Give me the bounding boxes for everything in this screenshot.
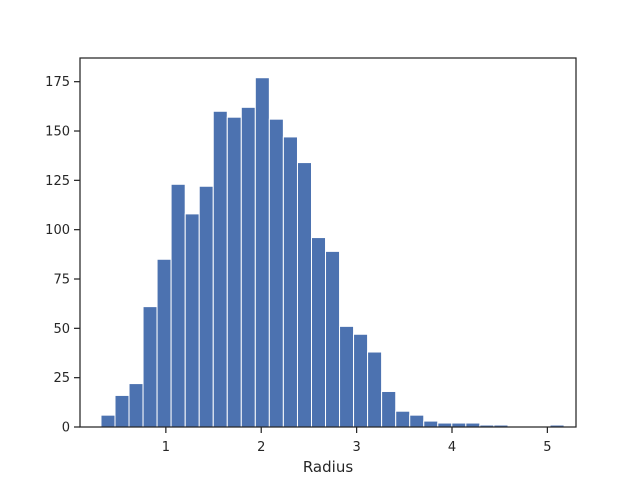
x-axis-label: Radius <box>303 458 353 476</box>
y-axis-ticks: 0 25 50 75 100 125 150 175 <box>45 75 80 436</box>
histogram-bar <box>325 250 341 428</box>
plot-area-frame <box>79 57 577 428</box>
histogram-bar <box>184 213 200 428</box>
histogram-bar <box>409 414 425 428</box>
histogram-bar <box>198 185 214 428</box>
histogram-bar <box>423 420 439 428</box>
histogram-bar <box>381 390 397 428</box>
histogram-bar <box>395 410 411 428</box>
histogram-bar <box>254 77 270 428</box>
histogram-bar <box>170 183 186 428</box>
histogram-bar <box>100 414 116 428</box>
histogram-bar <box>212 110 228 428</box>
y-tick-label: 100 <box>45 223 70 238</box>
histogram-bar <box>128 383 144 428</box>
histogram-bar <box>226 116 242 428</box>
histogram-bar <box>268 118 284 428</box>
histogram-bar <box>142 306 158 428</box>
y-tick-label: 50 <box>53 322 70 337</box>
x-tick-label: 1 <box>162 440 170 455</box>
x-axis-ticks: 1 2 3 4 5 <box>162 427 552 455</box>
histogram-bar <box>367 351 383 428</box>
histogram-bar <box>311 237 327 428</box>
y-tick-label: 175 <box>45 75 70 90</box>
y-tick-label: 25 <box>53 371 70 386</box>
x-tick-label: 2 <box>257 440 265 455</box>
x-tick-label: 3 <box>352 440 360 455</box>
histogram-bar <box>240 106 256 428</box>
histogram-bar <box>156 258 172 428</box>
histogram-bar <box>339 325 355 428</box>
histogram-bar <box>353 333 369 428</box>
x-tick-label: 5 <box>543 440 551 455</box>
histogram-bar <box>296 162 313 428</box>
x-tick-label: 4 <box>448 440 456 455</box>
y-tick-label: 125 <box>45 174 70 189</box>
y-tick-label: 0 <box>62 421 70 436</box>
y-tick-label: 75 <box>53 273 70 288</box>
histogram-bars <box>100 77 565 428</box>
y-tick-label: 150 <box>45 125 70 140</box>
histogram-bar <box>282 136 298 428</box>
histogram-bar <box>114 394 130 428</box>
